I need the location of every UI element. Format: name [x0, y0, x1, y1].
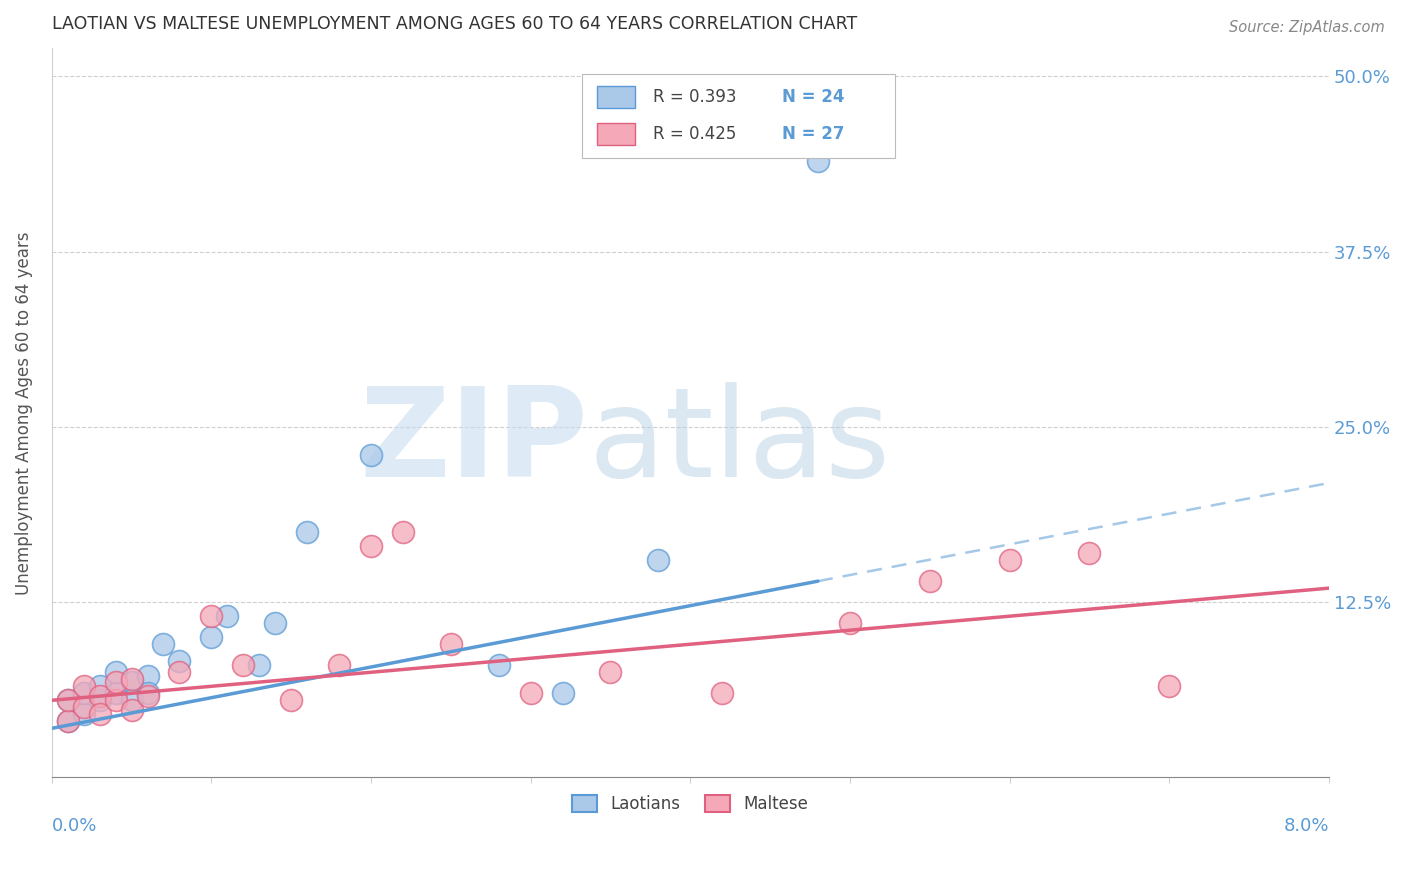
Text: LAOTIAN VS MALTESE UNEMPLOYMENT AMONG AGES 60 TO 64 YEARS CORRELATION CHART: LAOTIAN VS MALTESE UNEMPLOYMENT AMONG AG…: [52, 15, 858, 33]
Text: ZIP: ZIP: [360, 382, 588, 502]
Point: [56, 714, 79, 729]
Point: [121, 703, 143, 717]
Point: [121, 675, 143, 690]
Legend: Laotians, Maltese: Laotians, Maltese: [565, 789, 815, 820]
Point: [711, 686, 734, 700]
Point: [217, 609, 239, 624]
Point: [136, 669, 159, 683]
Text: R = 0.425: R = 0.425: [654, 125, 737, 143]
Point: [104, 665, 127, 680]
Point: [73, 686, 96, 700]
Point: [89, 679, 111, 693]
Text: 8.0%: 8.0%: [1284, 817, 1329, 835]
FancyBboxPatch shape: [582, 74, 894, 158]
Point: [264, 616, 287, 631]
Point: [807, 153, 830, 168]
Point: [136, 689, 159, 703]
Point: [73, 679, 96, 693]
Point: [232, 658, 254, 673]
Point: [104, 675, 127, 690]
Point: [73, 707, 96, 722]
Point: [247, 658, 270, 673]
Point: [56, 714, 79, 729]
Point: [89, 693, 111, 707]
Point: [328, 658, 350, 673]
Point: [1159, 679, 1181, 693]
Point: [998, 553, 1021, 567]
Point: [488, 658, 510, 673]
Text: Source: ZipAtlas.com: Source: ZipAtlas.com: [1229, 20, 1385, 35]
Point: [519, 686, 541, 700]
Point: [104, 693, 127, 707]
Text: N = 24: N = 24: [782, 88, 845, 106]
Point: [56, 693, 79, 707]
Point: [295, 525, 318, 540]
Point: [89, 689, 111, 703]
Point: [1078, 546, 1101, 560]
Point: [169, 665, 191, 680]
Point: [599, 665, 621, 680]
Point: [647, 553, 669, 567]
Point: [360, 448, 382, 462]
Point: [56, 693, 79, 707]
FancyBboxPatch shape: [598, 87, 636, 108]
Point: [918, 574, 941, 589]
FancyBboxPatch shape: [598, 123, 636, 145]
Point: [551, 686, 574, 700]
Y-axis label: Unemployment Among Ages 60 to 64 years: Unemployment Among Ages 60 to 64 years: [15, 231, 32, 595]
Text: 0.0%: 0.0%: [52, 817, 97, 835]
Text: R = 0.393: R = 0.393: [654, 88, 737, 106]
Point: [152, 637, 174, 651]
Point: [169, 654, 191, 668]
Point: [360, 539, 382, 553]
Point: [121, 673, 143, 687]
Point: [838, 616, 860, 631]
Point: [104, 686, 127, 700]
Point: [89, 707, 111, 722]
Point: [280, 693, 302, 707]
Point: [440, 637, 463, 651]
Point: [121, 693, 143, 707]
Point: [200, 630, 222, 644]
Point: [200, 609, 222, 624]
Point: [73, 700, 96, 714]
Text: atlas: atlas: [588, 382, 890, 502]
Text: N = 27: N = 27: [782, 125, 845, 143]
Point: [392, 525, 415, 540]
Point: [136, 686, 159, 700]
